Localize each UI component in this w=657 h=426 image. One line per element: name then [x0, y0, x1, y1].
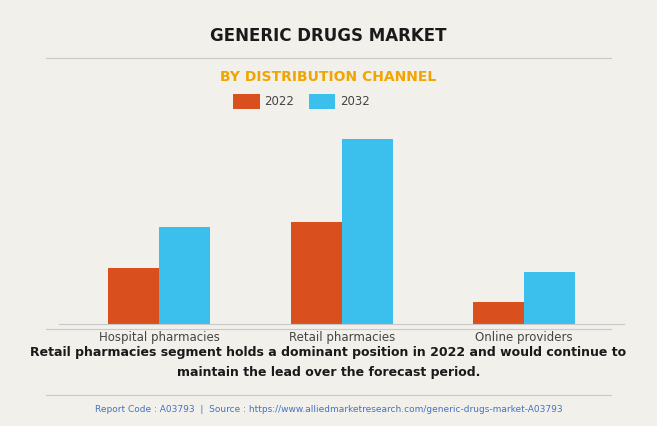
- Bar: [108, 268, 160, 324]
- Bar: [160, 227, 210, 324]
- Text: GENERIC DRUGS MARKET: GENERIC DRUGS MARKET: [210, 27, 447, 45]
- Text: Retail pharmacies segment holds a dominant position in 2022 and would continue t: Retail pharmacies segment holds a domina…: [30, 346, 627, 380]
- Text: Report Code : A03793  |  Source : https://www.alliedmarketresearch.com/generic-d: Report Code : A03793 | Source : https://…: [95, 405, 562, 414]
- Bar: [290, 222, 342, 324]
- Text: 2032: 2032: [340, 95, 369, 108]
- Bar: [524, 272, 575, 324]
- Text: BY DISTRIBUTION CHANNEL: BY DISTRIBUTION CHANNEL: [220, 70, 437, 83]
- Text: 2022: 2022: [264, 95, 294, 108]
- Bar: [473, 302, 524, 324]
- Bar: [342, 138, 393, 324]
